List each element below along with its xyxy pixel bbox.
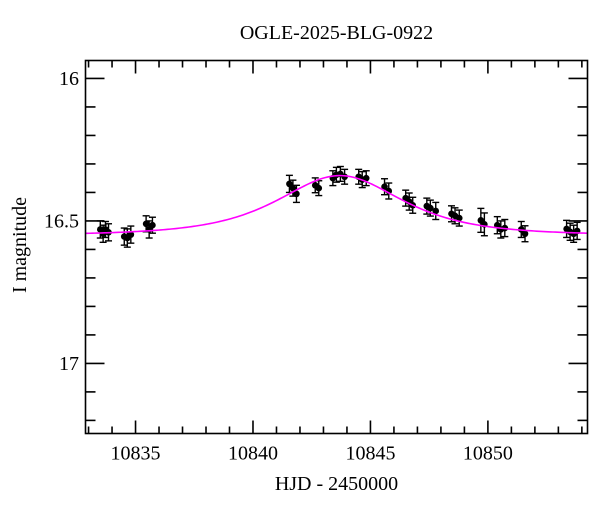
data-point-marker [315,184,323,192]
x-axis-label: HJD - 2450000 [275,473,398,495]
y-tick-label: 16.5 [44,210,79,232]
data-point [362,170,370,187]
data-point [315,180,323,197]
x-tick-label: 10835 [111,443,161,465]
data-point [385,182,393,200]
data-point [381,178,389,196]
model-curve-layer [85,174,588,235]
y-tick-label: 16 [59,68,79,90]
tick-labels: 10835 10840 10845 10850 16 16.5 17 [44,68,513,465]
data-point-marker [142,220,150,228]
data-point-marker [427,204,434,212]
data-point-marker [381,183,388,191]
data-point [432,201,440,221]
x-tick-label: 10850 [463,443,513,465]
y-axis-label: I magnitude [9,197,31,293]
x-tick-label: 10840 [228,443,278,465]
data-point-marker [289,184,297,192]
data-point-marker [362,174,370,182]
model-curve [85,174,588,235]
data-point [289,179,297,197]
data-point [127,225,135,244]
plot-frame [84,59,589,435]
data-point-marker [432,207,440,215]
photometry-points [96,165,581,248]
data-point-marker [455,214,463,222]
data-point-marker [293,190,300,198]
x-tick-label: 10845 [345,443,395,465]
y-tick-label: 17 [59,353,79,375]
data-point [292,184,300,204]
data-point [477,207,485,234]
axis-ticks [85,60,588,434]
data-point [521,225,529,243]
chart-title: OGLE-2025-BLG-0922 [240,22,433,44]
data-point-marker [521,230,529,238]
data-point-marker [127,231,135,238]
data-point [455,209,463,227]
data-point-marker [149,221,156,229]
